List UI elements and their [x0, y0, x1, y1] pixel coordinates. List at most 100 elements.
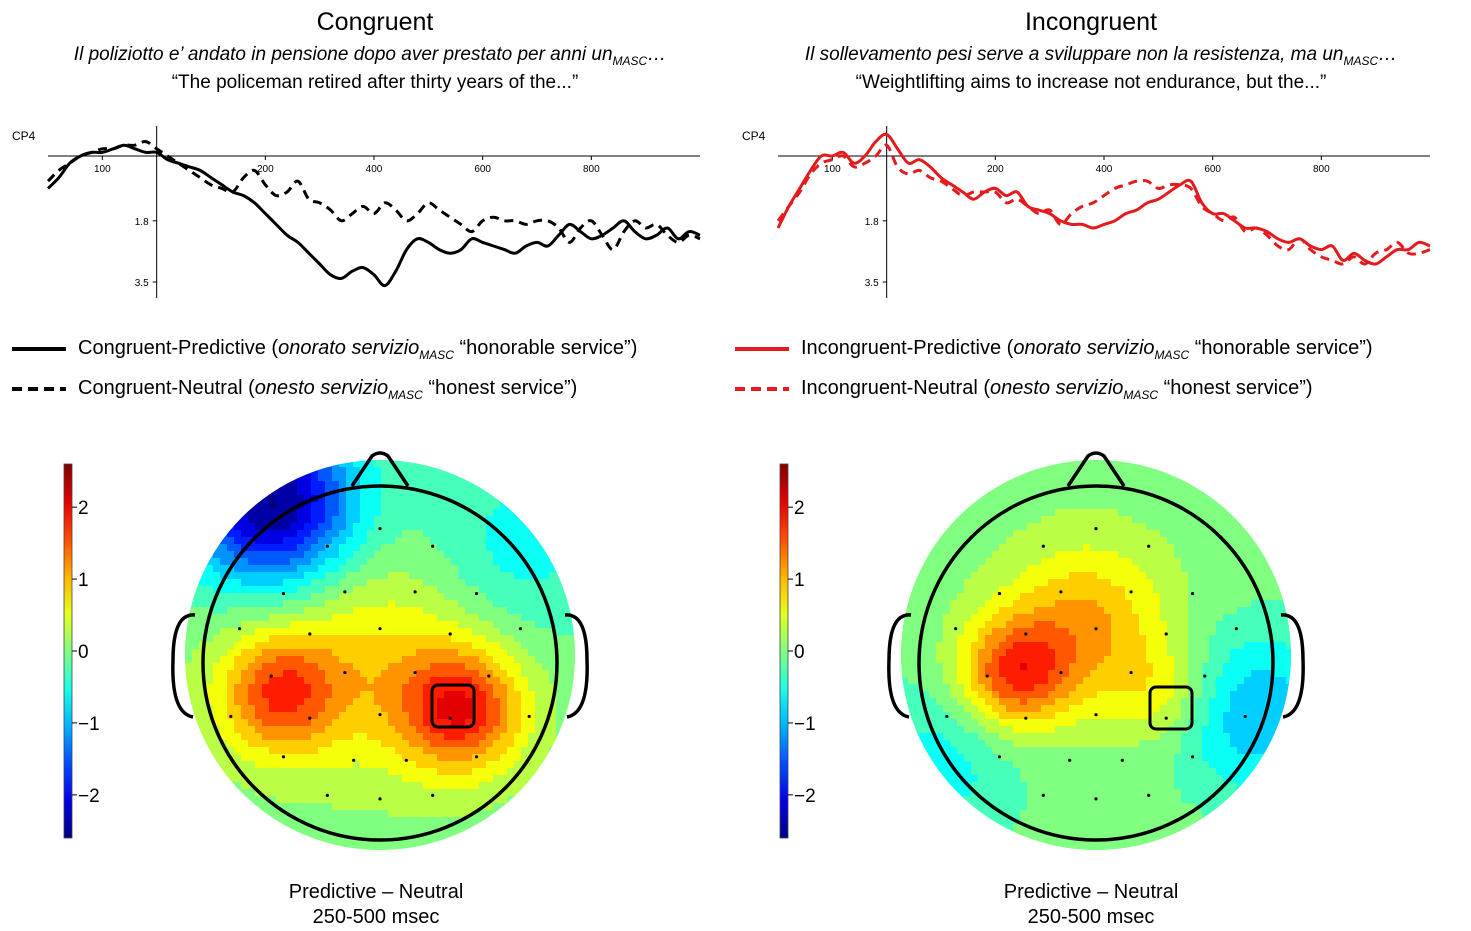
colorbar-tick-label: 0	[78, 642, 89, 663]
electrode-dot	[229, 714, 233, 719]
dashed-line-icon	[12, 387, 66, 391]
incongruent-topomap: 2 1 0 −1 −2	[779, 451, 1305, 850]
electrode-dot	[378, 527, 382, 531]
caption-window: 250-500 msec	[1027, 906, 1155, 928]
colorbar-tick-label: 0	[794, 642, 805, 663]
y-tick-label: 1.8	[865, 217, 879, 228]
electrode-dot	[308, 632, 312, 636]
head-outline	[201, 484, 559, 842]
colorbar	[779, 463, 789, 839]
x-tick-label: 400	[1096, 164, 1113, 175]
channel-label: CP4	[742, 129, 766, 143]
y-tick-label: 3.5	[865, 278, 879, 289]
electrode-dot	[431, 544, 435, 548]
electrode-dot	[1129, 670, 1133, 675]
nose-outline	[350, 451, 410, 487]
electrode-dot	[945, 714, 949, 719]
x-tick-label: 800	[583, 164, 600, 175]
legend-incongruent-neutral: Incongruent-Neutral (onesto servizioMASC…	[735, 374, 1373, 404]
incongruent-sentence-text: Il sollevamento pesi serve a sviluppare …	[804, 44, 1344, 65]
legend-label: Congruent-Predictive (onorato servizioMA…	[78, 336, 638, 362]
colorbar-tick-label: 2	[78, 498, 89, 519]
x-tick-label: 600	[1204, 164, 1221, 175]
colorbar-tick-label: 1	[794, 570, 805, 591]
electrode-dot	[1024, 632, 1028, 636]
electrode-dot	[1041, 793, 1045, 797]
x-tick-label: 100	[824, 164, 841, 175]
congruent-erp-chart: CP4 100 200 400 600 800 1.8 3.5	[12, 126, 701, 298]
electrode-dot	[343, 670, 347, 675]
x-tick-label: 200	[257, 164, 274, 175]
left-ear-outline	[887, 613, 912, 719]
caption-window: 250-500 msec	[312, 906, 440, 928]
electrode-dot	[997, 755, 1002, 759]
electrode-dot	[269, 674, 273, 678]
electrode-dot	[1120, 758, 1124, 762]
incongruent-sentence-subscript: MASC	[1343, 54, 1379, 68]
electrode-dot	[487, 674, 491, 678]
electrode-dot	[1203, 674, 1207, 678]
electrode-dot	[474, 591, 479, 596]
electrode-dot	[1059, 590, 1063, 594]
series-line-congruent-predictive	[46, 143, 701, 288]
electrode-dot	[404, 758, 408, 762]
nose-outline	[1066, 451, 1126, 487]
legend-congruent-predictive: Congruent-Predictive (onorato servizioMA…	[12, 334, 637, 364]
electrode-dot	[325, 544, 329, 548]
electrode-dot	[413, 670, 417, 675]
electrode-dot	[474, 755, 479, 759]
congruent-italian-sentence: Il poliziotto e’ andato in pensione dopo…	[0, 44, 740, 68]
electrode-dot	[448, 716, 452, 720]
series-line-incongruent-predictive	[776, 132, 1431, 266]
electrode-dot	[1094, 627, 1098, 631]
electrode-dot	[1147, 544, 1151, 548]
electrode-dot	[1094, 527, 1098, 531]
incongruent-caption: Predictive – Neutral 250-500 msec	[961, 880, 1221, 930]
electrode-dot	[1190, 755, 1195, 759]
colorbar-tick-label: −2	[794, 786, 816, 807]
congruent-sentence-subscript: MASC	[612, 54, 648, 68]
head-outline	[917, 484, 1275, 842]
incongruent-legend: Incongruent-Predictive (onorato servizio…	[735, 334, 1373, 404]
electrode-dot	[1234, 627, 1238, 631]
electrode-dot	[1041, 544, 1045, 548]
electrode-dot	[413, 590, 417, 594]
x-tick-label: 800	[1313, 164, 1330, 175]
electrode-dot	[1164, 632, 1168, 636]
incongruent-sentence-tail: …	[1378, 44, 1398, 65]
congruent-topomap: 2 1 0 −1 −2	[63, 451, 589, 850]
incongruent-erp-chart: CP4 100 200 400 600 800 1.8 3.5	[742, 126, 1431, 298]
colorbar-tick-label: −1	[78, 714, 100, 735]
electrode-dot	[448, 632, 452, 636]
channel-label: CP4	[12, 129, 36, 143]
scalp-field	[901, 460, 1291, 850]
legend-label: Incongruent-Predictive (onorato servizio…	[801, 336, 1373, 362]
congruent-legend: Congruent-Predictive (onorato servizioMA…	[12, 334, 637, 404]
electrode-dot	[1190, 591, 1195, 596]
dashed-line-icon	[735, 387, 789, 391]
electrode-dot	[378, 797, 382, 801]
electrode-dot	[281, 591, 286, 596]
legend-label: Incongruent-Neutral (onesto servizioMASC…	[801, 376, 1313, 402]
congruent-caption: Predictive – Neutral 250-500 msec	[246, 880, 506, 930]
electrode-dot	[352, 758, 356, 762]
y-tick-label: 1.8	[135, 217, 149, 228]
colorbar-tick-label: −2	[78, 786, 100, 807]
electrode-dot	[378, 713, 382, 717]
legend-congruent-neutral: Congruent-Neutral (onesto servizioMASC “…	[12, 374, 637, 404]
series-line-incongruent-neutral	[776, 143, 1431, 266]
congruent-english-translation: “The policeman retired after thirty year…	[171, 72, 579, 93]
cp4-highlight-box	[1148, 685, 1194, 731]
electrode-dot	[985, 674, 989, 678]
incongruent-italian-sentence: Il sollevamento pesi serve a sviluppare …	[736, 44, 1466, 68]
electrode-dot	[1059, 670, 1063, 675]
x-tick-label: 600	[474, 164, 491, 175]
series-line-congruent-neutral	[46, 140, 701, 252]
electrode-dot	[997, 591, 1002, 596]
colorbar-tick-label: 1	[78, 570, 89, 591]
x-tick-label: 400	[366, 164, 383, 175]
electrode-dot	[1068, 758, 1072, 762]
electrode-dot	[1243, 714, 1247, 719]
electrode-dot	[378, 627, 382, 631]
x-tick-label: 200	[987, 164, 1004, 175]
